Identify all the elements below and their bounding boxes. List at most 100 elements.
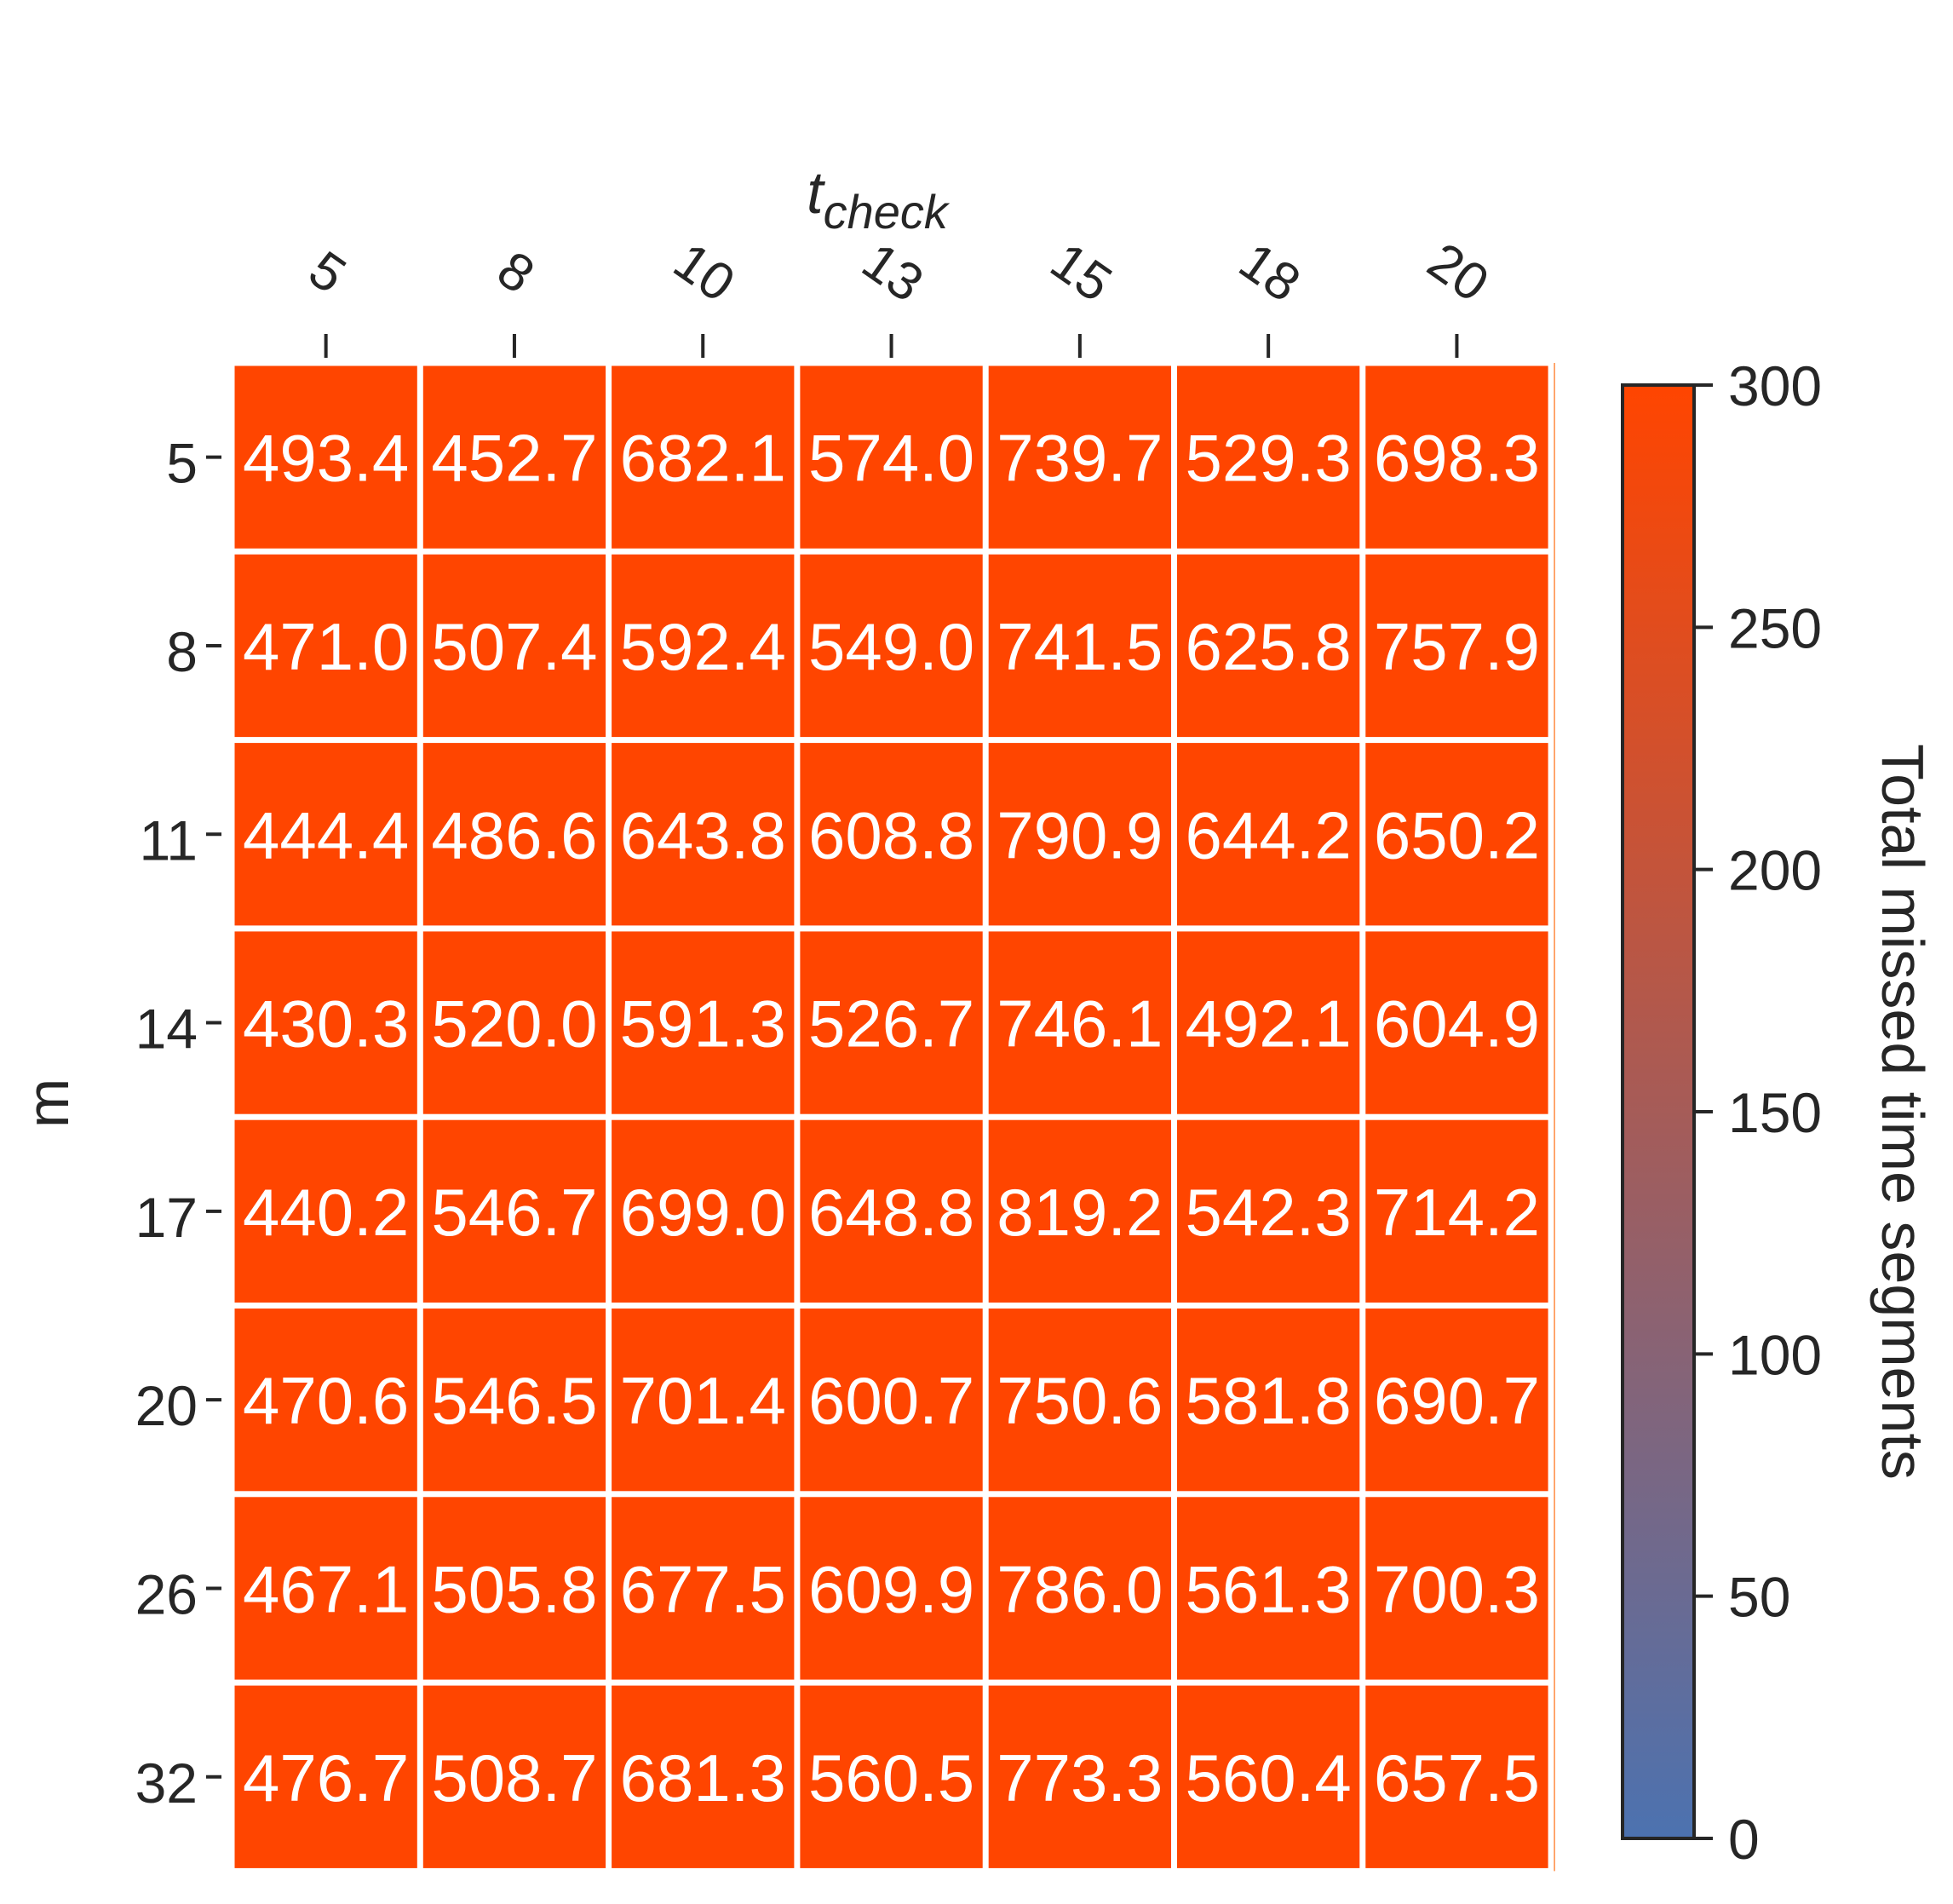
y-tick-label: 32 — [135, 1752, 198, 1815]
heatmap-cell-r0-c2 — [612, 365, 795, 549]
cell-value-label: 643.8 — [620, 797, 786, 872]
heatmap-cell-r6-c3 — [800, 1497, 983, 1680]
heatmap-cell-r3-c0 — [234, 931, 417, 1114]
heatmap-cell-r3-c3 — [800, 931, 983, 1114]
heatmap-cell-r4-c2 — [612, 1119, 795, 1303]
cell-value-label: 699.0 — [620, 1175, 786, 1250]
colorbar-tick-label: 200 — [1728, 839, 1822, 902]
cell-value-label: 542.3 — [1186, 1175, 1352, 1250]
cell-value-label: 714.2 — [1374, 1175, 1540, 1250]
cell-value-label: 591.3 — [620, 987, 786, 1061]
cell-value-label: 470.6 — [243, 1363, 409, 1438]
cell-value-label: 546.7 — [431, 1175, 597, 1250]
heatmap-cell-r5-c6 — [1365, 1309, 1548, 1492]
cell-value-label: 430.3 — [243, 987, 409, 1061]
cell-value-label: 486.6 — [431, 797, 597, 872]
cell-value-label: 739.7 — [997, 421, 1163, 496]
heatmap-cell-r6-c0 — [234, 1497, 417, 1680]
cell-value-label: 476.7 — [243, 1740, 409, 1815]
cell-value-label: 581.8 — [1186, 1363, 1352, 1438]
cell-value-label: 492.1 — [1186, 987, 1352, 1061]
cell-value-label: 682.1 — [620, 421, 786, 496]
heatmap-cell-r5-c5 — [1177, 1309, 1360, 1492]
cell-value-label: 560.4 — [1186, 1740, 1352, 1815]
cell-value-label: 757.9 — [1374, 609, 1540, 684]
y-tick-label: 26 — [135, 1562, 198, 1625]
heatmap-cell-r2-c4 — [988, 743, 1171, 926]
colorbar-tick-label: 250 — [1728, 596, 1822, 659]
heatmap-cell-r2-c1 — [422, 743, 606, 926]
cell-value-label: 681.3 — [620, 1740, 786, 1815]
heatmap-cells: 493.4 452.7 682.1 574.0 739.7 529.3 698.3 471.0… — [234, 363, 1555, 1872]
cell-value-label: 701.4 — [620, 1363, 786, 1438]
cell-value-label: 608.8 — [808, 797, 974, 872]
heatmap-cell-r7-c3 — [800, 1685, 983, 1868]
cell-value-label: 471.0 — [243, 609, 409, 684]
x-tick-label: 8 — [486, 240, 544, 305]
cell-value-label: 560.5 — [808, 1740, 974, 1815]
cell-value-label: 600.7 — [808, 1363, 974, 1438]
heatmap-cell-r7-c0 — [234, 1685, 417, 1868]
x-tick-label: 13 — [852, 232, 933, 313]
x-axis-label: tcheck — [807, 159, 951, 239]
y-tick-label: 17 — [135, 1186, 198, 1249]
heatmap-cell-r7-c4 — [988, 1685, 1171, 1868]
heatmap-cell-r7-c6 — [1365, 1685, 1548, 1868]
y-axis-label: m — [14, 1079, 81, 1128]
heatmap-cell-r0-c3 — [800, 365, 983, 549]
colorbar: 0 50 100 150 200 250 300 — [1621, 354, 1822, 1871]
cell-value-label: 561.3 — [1186, 1551, 1352, 1626]
heatmap-cell-r5-c3 — [800, 1309, 983, 1492]
cell-value-label: 574.0 — [808, 421, 974, 496]
y-tick-label: 20 — [135, 1374, 198, 1437]
heatmap-cell-r2-c0 — [234, 743, 417, 926]
y-axis-ticks: 5 8 11 14 17 20 26 32 — [135, 432, 221, 1815]
cell-value-label: 604.9 — [1374, 987, 1540, 1061]
cell-value-label: 698.3 — [1374, 421, 1540, 496]
heatmap-cell-r7-c1 — [422, 1685, 606, 1868]
cell-value-label: 700.3 — [1374, 1551, 1540, 1626]
y-tick-label: 14 — [135, 998, 198, 1061]
heatmap-cell-r2-c6 — [1365, 743, 1548, 926]
heatmap-cell-r1-c6 — [1365, 554, 1548, 738]
colorbar-gradient — [1621, 383, 1696, 1840]
x-axis-ticks: 5 8 10 13 15 18 20 — [298, 232, 1499, 358]
heatmap-cell-r1-c1 — [422, 554, 606, 738]
y-tick-label: 11 — [139, 808, 198, 871]
heatmap-cell-r2-c3 — [800, 743, 983, 926]
heatmap-cell-r3-c1 — [422, 931, 606, 1114]
cell-value-label: 625.8 — [1186, 609, 1352, 684]
cell-value-label: 750.6 — [997, 1363, 1163, 1438]
cell-value-label: 650.2 — [1374, 797, 1540, 872]
cell-value-label: 741.5 — [997, 609, 1163, 684]
heatmap-cell-r4-c6 — [1365, 1119, 1548, 1303]
heatmap-cell-r0-c6 — [1365, 365, 1548, 549]
cell-value-label: 507.4 — [431, 609, 597, 684]
cell-value-label: 690.7 — [1374, 1363, 1540, 1438]
cell-value-label: 592.4 — [620, 609, 786, 684]
heatmap-cell-r1-c0 — [234, 554, 417, 738]
heatmap-cell-r1-c4 — [988, 554, 1171, 738]
heatmap-cell-r0-c4 — [988, 365, 1171, 549]
heatmap-cell-r6-c2 — [612, 1497, 795, 1680]
heatmap-cell-r6-c1 — [422, 1497, 606, 1680]
cell-value-label: 786.0 — [997, 1551, 1163, 1626]
heatmap-cell-r5-c0 — [234, 1309, 417, 1492]
cell-value-label: 648.8 — [808, 1175, 974, 1250]
cell-value-label: 508.7 — [431, 1740, 597, 1815]
heatmap-cell-r0-c1 — [422, 365, 606, 549]
x-tick-label: 15 — [1040, 232, 1122, 313]
heatmap-cell-r6-c6 — [1365, 1497, 1548, 1680]
cell-value-label: 444.4 — [243, 797, 409, 872]
heatmap-cell-r4-c3 — [800, 1119, 983, 1303]
colorbar-label: Total missed time segments — [1870, 744, 1936, 1480]
cell-value-label: 657.5 — [1374, 1740, 1540, 1815]
cell-value-label: 529.3 — [1186, 421, 1352, 496]
cell-value-label: 546.5 — [431, 1363, 597, 1438]
colorbar-tick-label: 50 — [1728, 1566, 1790, 1629]
cell-value-label: 773.3 — [997, 1740, 1163, 1815]
heatmap-cell-r3-c6 — [1365, 931, 1548, 1114]
heatmap-cell-r4-c5 — [1177, 1119, 1360, 1303]
colorbar-tick-label: 150 — [1728, 1081, 1822, 1144]
